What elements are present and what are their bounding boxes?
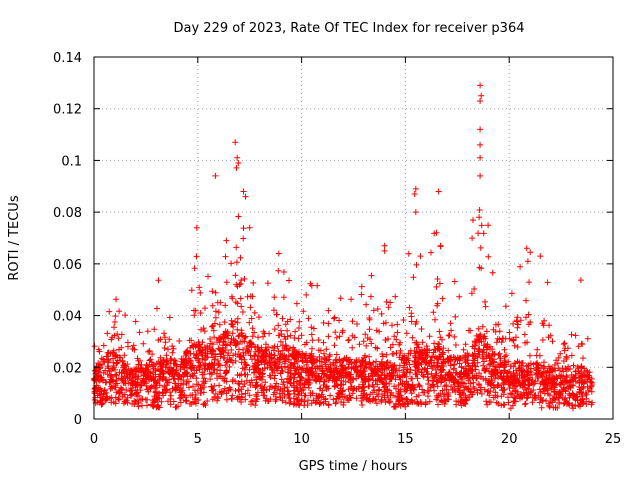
plot-frame	[93, 56, 614, 420]
x-tick-label: 0	[90, 432, 98, 447]
y-tick-label: 0.12	[53, 103, 82, 118]
y-axis-label: ROTI / TECUs	[7, 195, 22, 280]
chart-title: Day 229 of 2023, Rate Of TEC Index for r…	[174, 21, 525, 36]
x-axis-label: GPS time / hours	[299, 459, 408, 474]
data-points	[91, 82, 596, 412]
x-tick-label: 15	[397, 432, 414, 447]
y-tick-label: 0.02	[53, 361, 82, 376]
y-tick-label: 0.14	[53, 51, 82, 66]
y-tick-label: 0.08	[53, 206, 82, 221]
x-tick-labels: 0 5 10 15 20 25	[90, 432, 621, 447]
y-tick-label: 0.06	[53, 258, 82, 273]
x-tick-label: 5	[194, 432, 202, 447]
x-tick-label: 25	[605, 432, 622, 447]
y-tick-label: 0.1	[61, 154, 82, 169]
scatter-markers	[91, 82, 596, 412]
y-tick-labels: 0 0.02 0.04 0.06 0.08 0.1 0.12 0.14	[53, 51, 82, 428]
y-tick-label: 0.04	[53, 310, 82, 325]
axis-ticks	[93, 56, 614, 420]
x-tick-label: 20	[501, 432, 518, 447]
y-tick-label: 0	[74, 413, 82, 428]
x-tick-label: 10	[293, 432, 310, 447]
